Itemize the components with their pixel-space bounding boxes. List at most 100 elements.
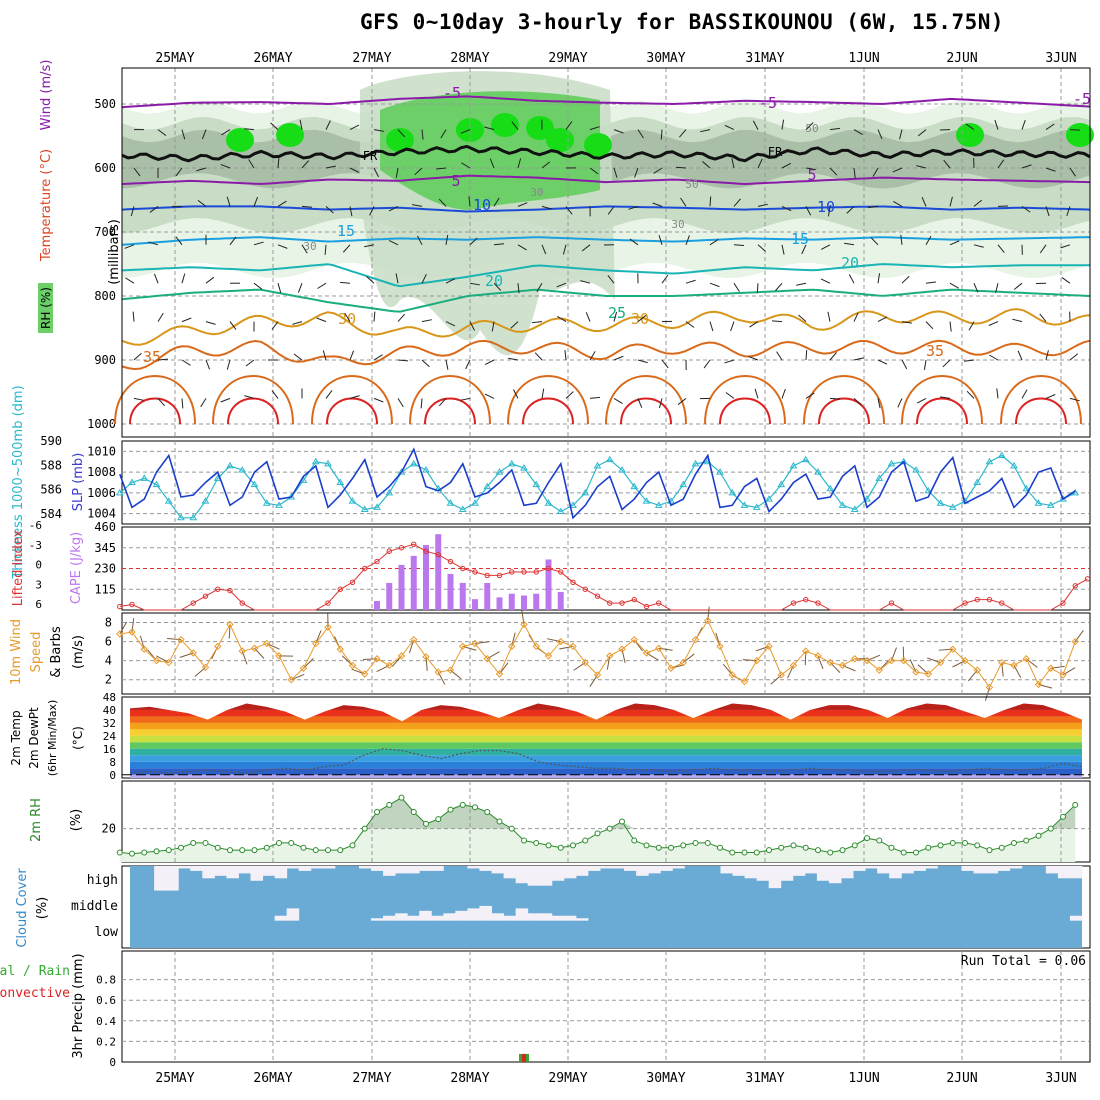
thickness-point [997, 451, 1006, 459]
rh-point [643, 842, 650, 849]
wind-barb [388, 205, 399, 212]
wind-barb [589, 167, 599, 175]
thickness-point [630, 482, 639, 490]
cape-bar [545, 559, 552, 610]
cape-bar [459, 582, 466, 610]
contour-label: 30 [303, 240, 316, 253]
contour-label: 30 [631, 310, 649, 328]
wind-barb [1012, 318, 1023, 323]
axis-label-wind: Wind (m/s) [39, 60, 54, 131]
wind-barb [829, 397, 841, 400]
rh-point [876, 837, 883, 844]
wind-barb [820, 278, 831, 284]
wind-barb [613, 311, 618, 322]
cloud-high-clear [732, 866, 746, 876]
precip-tick: 0.2 [96, 1035, 116, 1048]
contour-label: 5 [451, 172, 460, 190]
cloud-high-clear [660, 866, 673, 871]
thickness-point [226, 461, 234, 469]
day-label-top: 29MAY [548, 51, 587, 66]
wind-barb [658, 235, 663, 245]
thickness-point [777, 480, 786, 488]
wind-barb [877, 359, 888, 365]
cape-bar [496, 597, 503, 610]
wind-barb [221, 129, 231, 136]
temp-band [130, 755, 1082, 762]
wind-barb [175, 167, 183, 177]
temp-band [130, 729, 1082, 736]
wind-barb [1045, 167, 1056, 172]
wind-point [508, 642, 516, 651]
wind-barb [637, 359, 648, 364]
cape-bar [533, 593, 540, 610]
cloud-high-clear [527, 866, 541, 886]
li-point [631, 596, 637, 603]
temp-band [130, 703, 1082, 710]
axis-label-precip: 3hr Precip (mm) [71, 953, 86, 1058]
thickness-point [275, 501, 283, 508]
wind-point [544, 652, 553, 660]
wind-barb [253, 282, 263, 290]
thickness-point [422, 466, 430, 473]
axis-label-slp: SLP (mb) [71, 453, 86, 512]
thickness-point [1010, 461, 1018, 469]
wind-barb [397, 313, 406, 322]
wind-barb [925, 235, 932, 246]
wind-barb [508, 357, 519, 361]
wind-barb [771, 320, 783, 323]
cloud-high-clear [286, 866, 300, 869]
li-point [362, 565, 368, 572]
cloud-high-clear [383, 866, 396, 876]
rh-point [974, 842, 981, 849]
cape-bar [435, 534, 442, 610]
wind-tick: 2 [105, 673, 112, 687]
wind-barb [125, 277, 135, 284]
wind-barb [805, 206, 812, 216]
wind-barb [685, 235, 690, 245]
temp-contour-hot [1000, 375, 1082, 425]
li-point [129, 601, 135, 608]
thickness-point [826, 484, 835, 492]
temp-tick: 0 [109, 769, 116, 782]
rh-area-high [119, 797, 1076, 829]
contour-label: 25 [608, 304, 626, 322]
wind-point [483, 655, 491, 663]
wind-point [1071, 637, 1079, 646]
cloud-row-label: middle [71, 899, 118, 914]
contour-label: 50 [805, 122, 818, 135]
cloud-high-clear [395, 866, 408, 874]
pressure-tick: 700 [94, 225, 116, 239]
cloud-high-clear [973, 866, 987, 874]
wind-barb [1045, 350, 1049, 361]
thickness-point [140, 474, 149, 481]
wind-barb [973, 244, 984, 248]
cape-bar [472, 599, 478, 610]
wind-barb [349, 395, 360, 399]
wind-barb [325, 120, 331, 130]
wind-barb [629, 238, 639, 246]
wind-barb [205, 276, 215, 284]
legend-convective: Convective [0, 986, 70, 1001]
rh-point [190, 839, 197, 846]
rh-point [129, 850, 135, 857]
cloud-high-clear [1069, 866, 1083, 879]
cloud-high-clear [792, 866, 806, 876]
wind-barb [989, 354, 999, 361]
wind-point [397, 652, 406, 660]
wind-barb [868, 205, 879, 209]
temp-contour-hot [129, 397, 181, 425]
thickness-point [642, 497, 651, 504]
thickness-point [409, 459, 418, 467]
temp-tick: 8 [109, 756, 116, 769]
wind-barb [829, 167, 838, 176]
wind-barb [325, 390, 333, 399]
wind-barb [1021, 119, 1026, 130]
wind-point [851, 655, 859, 663]
li-point [570, 579, 576, 586]
wind-tick: 4 [105, 654, 112, 668]
cloud-mid-clear [274, 915, 288, 921]
cloud-high-clear [503, 866, 517, 879]
thickness-point [311, 457, 320, 465]
cloud-mid-clear [419, 910, 432, 921]
